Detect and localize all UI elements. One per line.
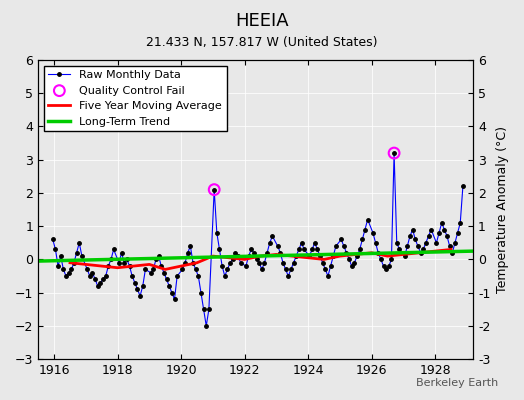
Five Year Moving Average xyxy=(146,262,152,267)
Five Year Moving Average xyxy=(162,267,168,272)
Text: HEEIA: HEEIA xyxy=(235,12,289,30)
Five Year Moving Average xyxy=(67,260,73,265)
Five Year Moving Average xyxy=(99,264,105,268)
Quality Control Fail xyxy=(390,150,398,156)
Five Year Moving Average xyxy=(321,257,327,262)
Five Year Moving Average xyxy=(114,265,121,270)
Five Year Moving Average xyxy=(432,249,438,254)
Raw Monthly Data xyxy=(346,257,352,262)
Line: Five Year Moving Average: Five Year Moving Average xyxy=(70,250,451,269)
Raw Monthly Data xyxy=(391,151,397,156)
Five Year Moving Average xyxy=(210,254,216,258)
Line: Raw Monthly Data: Raw Monthly Data xyxy=(51,151,465,328)
Text: Berkeley Earth: Berkeley Earth xyxy=(416,378,498,388)
Five Year Moving Average xyxy=(226,255,232,260)
Five Year Moving Average xyxy=(242,257,248,262)
Raw Monthly Data xyxy=(460,184,466,189)
Raw Monthly Data xyxy=(383,267,389,272)
Five Year Moving Average xyxy=(83,262,89,267)
Five Year Moving Average xyxy=(368,250,375,255)
Raw Monthly Data xyxy=(108,257,114,262)
Five Year Moving Average xyxy=(448,247,454,252)
Raw Monthly Data xyxy=(203,324,210,328)
Five Year Moving Average xyxy=(273,252,279,257)
Raw Monthly Data xyxy=(76,240,82,245)
Legend: Raw Monthly Data, Quality Control Fail, Five Year Moving Average, Long-Term Tren: Raw Monthly Data, Quality Control Fail, … xyxy=(44,66,226,131)
Quality Control Fail xyxy=(210,186,219,193)
Raw Monthly Data xyxy=(50,237,56,242)
Five Year Moving Average xyxy=(289,254,296,258)
Five Year Moving Average xyxy=(416,250,422,255)
Y-axis label: Temperature Anomaly (°C): Temperature Anomaly (°C) xyxy=(496,126,509,293)
Text: 21.433 N, 157.817 W (United States): 21.433 N, 157.817 W (United States) xyxy=(146,36,378,49)
Five Year Moving Average xyxy=(305,255,311,260)
Raw Monthly Data xyxy=(174,274,180,278)
Five Year Moving Average xyxy=(353,252,359,257)
Five Year Moving Average xyxy=(384,254,390,258)
Five Year Moving Average xyxy=(194,260,200,265)
Five Year Moving Average xyxy=(178,264,184,268)
Raw Monthly Data xyxy=(388,257,395,262)
Five Year Moving Average xyxy=(257,254,264,258)
Five Year Moving Average xyxy=(337,254,343,258)
Five Year Moving Average xyxy=(400,252,407,257)
Five Year Moving Average xyxy=(130,264,137,268)
